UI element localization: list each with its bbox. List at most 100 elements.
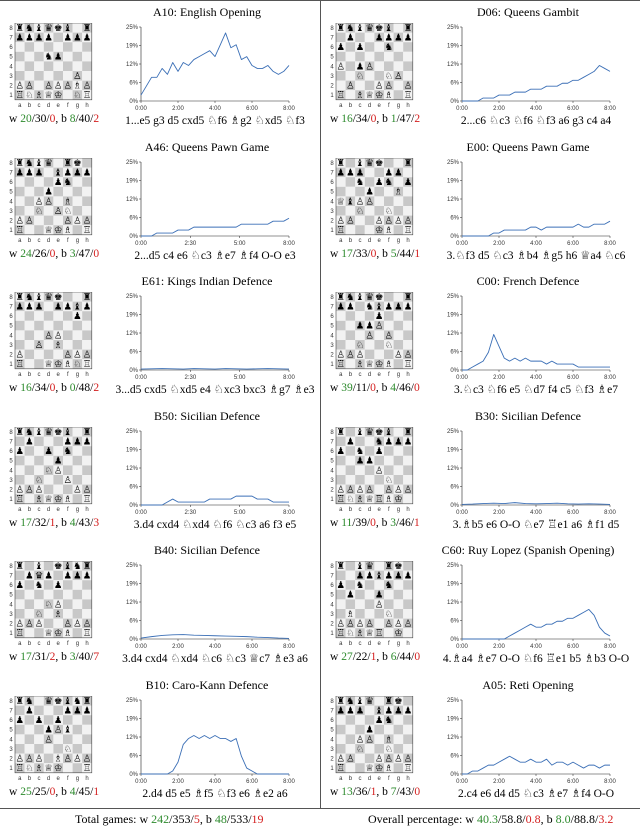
black-wins: 3 (69, 247, 76, 260)
white-rook-icon: ♖ (83, 763, 92, 774)
rank-label: 6 (9, 45, 13, 51)
board-square (72, 609, 83, 619)
board-square (53, 340, 63, 350)
rank-label: 6 (9, 449, 13, 455)
white-label: w (9, 247, 21, 260)
board-square (364, 733, 375, 744)
board-square (43, 340, 54, 350)
black-rook-icon: ♜ (337, 292, 346, 303)
y-tick-label: 6% (450, 484, 459, 490)
x-tick-label: 0:00 (135, 106, 147, 112)
board-square (345, 474, 356, 485)
board-square (384, 724, 394, 734)
black-pawn-icon: ♟ (16, 167, 25, 178)
board-square (336, 32, 346, 43)
board-square (63, 753, 73, 763)
white-king-icon: ♔ (375, 359, 384, 370)
white-pawn-icon: ♙ (83, 484, 92, 495)
black-wins: 8 (69, 113, 76, 125)
board-square (82, 195, 92, 206)
board-square (43, 320, 54, 331)
board-square (34, 753, 44, 763)
board-square (24, 301, 35, 312)
white-knight-icon: ♘ (356, 340, 365, 351)
black-pawn-icon: ♟ (394, 436, 403, 447)
board-square (24, 61, 35, 71)
rank-label: 8 (330, 429, 334, 435)
x-tick-label: 2:00 (172, 106, 184, 112)
white-wins: 27 (341, 651, 353, 663)
file-label: e (378, 641, 382, 647)
y-tick-label: 25% (447, 698, 460, 704)
white-label: w (330, 382, 342, 394)
board-square (15, 589, 25, 600)
white-bishop-icon: ♗ (35, 763, 44, 774)
opening-title: B30: Sicilian Defence (475, 408, 581, 423)
rank-label: 2 (330, 756, 334, 762)
x-tick-label: 8:00 (283, 779, 295, 785)
black-pawn-icon: ♟ (375, 590, 384, 601)
series-line (141, 734, 289, 774)
black-rook-icon: ♜ (83, 696, 92, 707)
board-square (364, 51, 375, 62)
opening-title: B50: Sicilian Defence (154, 408, 260, 423)
board-square (345, 80, 356, 91)
board-square (403, 426, 413, 437)
black-pawn-icon: ♟ (385, 570, 394, 581)
black-pawn-icon: ♟ (83, 32, 92, 43)
board-square (384, 330, 394, 340)
board-square (72, 186, 83, 196)
board-square (53, 32, 63, 43)
black-pawn-icon: ♟ (385, 436, 394, 447)
chart-svg: 0%6%12%19%25%0:00 2:30 5:00 8:00 (126, 429, 296, 516)
board-square (72, 71, 83, 81)
board-square (384, 695, 394, 706)
black-losses: 7 (93, 651, 100, 663)
opening-name: Queens Gambit (504, 5, 579, 19)
file-label: e (57, 776, 61, 782)
rank-label: 6 (330, 583, 334, 589)
rank-label: 5 (330, 55, 334, 61)
white-pawn-icon: ♙ (54, 80, 63, 91)
rank-label: 7 (330, 574, 334, 580)
white-wins: 24 (20, 247, 32, 260)
board-square (355, 205, 365, 216)
y-tick-label: 19% (447, 447, 460, 453)
board-square (15, 484, 25, 494)
board-square (82, 464, 92, 475)
y-tick-label: 0% (450, 503, 459, 509)
black-pawn-icon: ♟ (64, 436, 73, 447)
board-square (43, 311, 54, 321)
board-square (393, 80, 404, 91)
white-pawn-icon: ♙ (54, 724, 63, 735)
board-square (403, 90, 413, 100)
board-square (43, 23, 54, 33)
black-bishop-icon: ♝ (64, 696, 73, 707)
board-square (15, 349, 25, 360)
black-pawn-icon: ♟ (337, 167, 346, 178)
file-label: f (67, 507, 69, 513)
black-queen-icon: ♛ (44, 158, 53, 169)
board-square (393, 455, 404, 465)
rank-label: 2 (330, 218, 334, 224)
eco-code: A46 (144, 139, 166, 154)
board-square (53, 445, 63, 456)
white-pawn-icon: ♙ (73, 753, 82, 764)
board-square (24, 705, 35, 715)
board-square (336, 311, 346, 321)
board-square (24, 330, 35, 340)
board-square (63, 628, 73, 638)
black-pawn-icon: ♟ (54, 52, 63, 63)
board-square (355, 436, 365, 446)
white-wins: 16 (20, 382, 32, 394)
black-rook-icon: ♜ (64, 158, 73, 169)
black-pawn-icon: ♟ (83, 570, 92, 581)
black-pawn-icon: ♟ (83, 167, 92, 178)
board-square (384, 32, 394, 43)
frequency-chart: 0% 6% 12% 19% 25% 0:00 2:30 5:00 8:00 (121, 425, 296, 517)
file-label: e (378, 507, 382, 513)
board-square (384, 320, 394, 331)
board-square (355, 733, 365, 744)
board-square (393, 90, 404, 100)
chess-board: ♜ ♞ ♛ ♚ ♝ ♞ ♜ 8 ♟ ♟ ♟ ♟ 7 ♟ ♟ ♟ 6 ♟ ♙ ♝ 5 ♙ 4 ♘ 3 ♙ ♙ ♙ ♗ ♙ ♙ ♙ 2 ♖ ♘ ♗ ♕ ♔ ♖ 1… (8, 695, 94, 782)
